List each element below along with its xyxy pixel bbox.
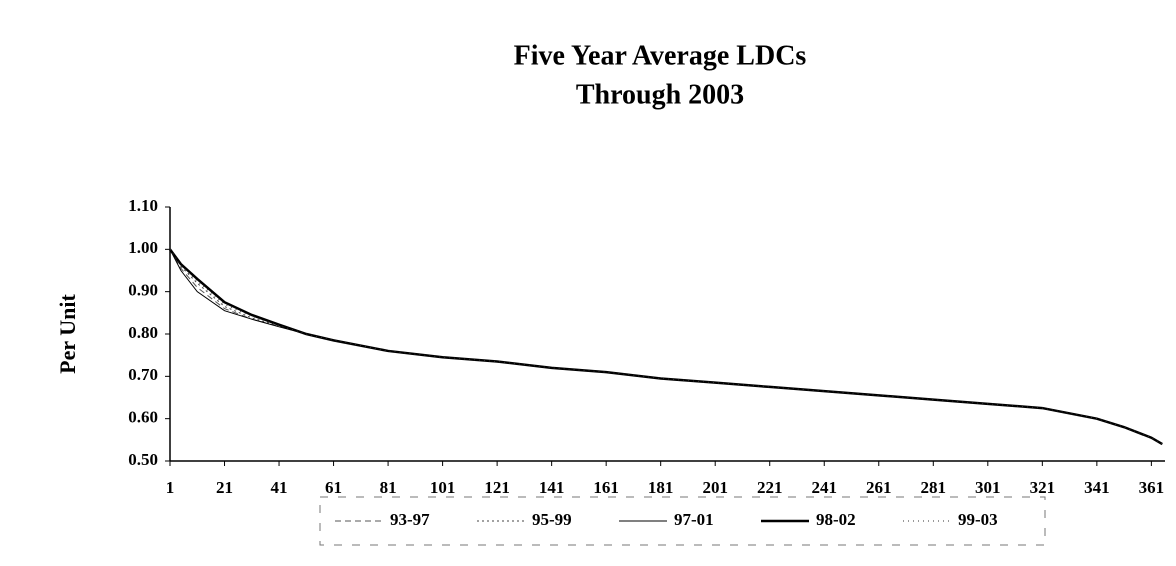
legend-label: 99-03 [958,510,998,529]
x-tick-label: 261 [866,478,892,497]
legend-label: 98-02 [816,510,856,529]
x-tick-label: 181 [648,478,674,497]
x-tick-label: 361 [1139,478,1165,497]
y-tick-label: 0.50 [128,450,158,469]
chart-title: Five Year Average LDCs [514,40,807,71]
series-line [169,249,1163,445]
x-tick-label: 141 [539,478,565,497]
y-tick-label: 0.80 [128,323,158,342]
x-tick-label: 101 [430,478,456,497]
x-tick-label: 301 [975,478,1001,497]
x-tick-label: 21 [216,478,233,497]
legend-label: 93-97 [390,510,430,529]
series-line [169,249,1163,445]
x-tick-label: 221 [757,478,783,497]
series-line [169,249,1163,445]
x-tick-label: 161 [593,478,619,497]
series-line [168,248,1163,446]
y-axis-label: Per Unit [55,294,80,374]
series-line [169,249,1163,445]
y-tick-label: 1.00 [128,238,158,257]
x-tick-label: 241 [811,478,837,497]
legend-box [319,496,1046,546]
x-tick-label: 41 [271,478,288,497]
x-tick-label: 201 [702,478,728,497]
y-tick-label: 1.10 [128,196,158,215]
x-tick-label: 321 [1030,478,1056,497]
y-tick-label: 0.70 [128,365,158,384]
x-tick-label: 121 [484,478,510,497]
x-tick-label: 341 [1084,478,1110,497]
x-tick-label: 81 [380,478,397,497]
x-tick-label: 281 [921,478,947,497]
x-tick-label: 61 [325,478,342,497]
legend-label: 97-01 [674,510,714,529]
legend-label: 95-99 [532,510,572,529]
y-tick-label: 0.60 [128,408,158,427]
chart-subtitle: Through 2003 [576,79,744,110]
y-tick-label: 0.90 [128,281,158,300]
x-tick-label: 1 [166,478,175,497]
